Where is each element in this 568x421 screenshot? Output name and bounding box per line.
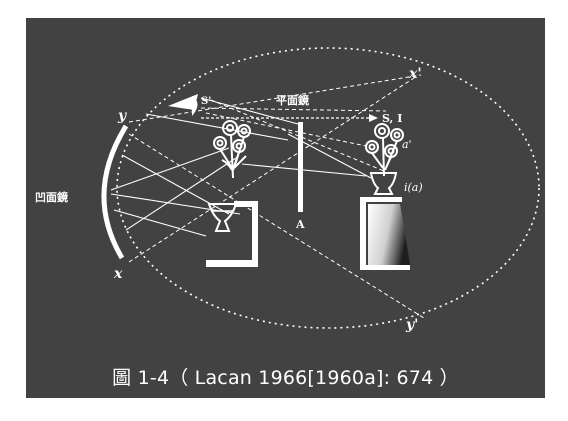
diagram-panel: x' y S' 平面鏡 S, I a' i(a) 凹面鏡 A x y' 圖 1-… [26,18,545,398]
label-a: A [295,218,305,231]
label-y-prime: y' [405,317,418,333]
arrow-to-si [201,114,378,122]
virtual-flowers-icon [365,123,404,177]
virtual-vase [369,172,398,195]
label-a-prime: a' [402,138,412,151]
plane-mirror-a [298,122,303,212]
label-concave-mirror: 凹面鏡 [35,190,68,204]
real-flowers-icon [213,120,251,179]
label-x-prime: x' [408,66,422,82]
concave-mirror [101,124,129,260]
label-i-a: i(a) [404,181,423,194]
label-y: y [117,108,127,124]
label-s-i: S, I [382,112,402,125]
label-plane-mirror: 平面鏡 [276,93,309,107]
box-with-hidden-vase [206,201,258,267]
optical-schema-diagram: x' y S' 平面鏡 S, I a' i(a) 凹面鏡 A x y' [35,47,540,333]
dashed-rays [128,74,425,319]
figure-caption: 圖 1-4（ Lacan 1966[1960a]: 674 ） [112,367,459,389]
label-s-prime: S' [201,96,211,107]
label-x: x [113,266,123,282]
virtual-box [360,197,410,270]
dotted-ellipse [116,47,540,329]
eye-icon [168,94,198,116]
